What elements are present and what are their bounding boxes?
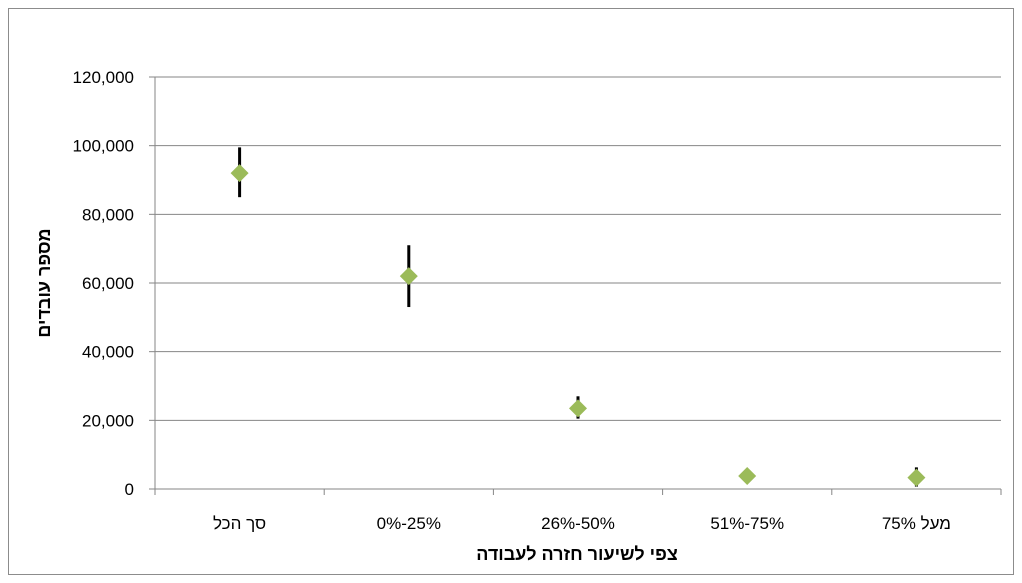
axes	[149, 76, 1002, 495]
error-bars	[238, 147, 918, 487]
data-points	[230, 164, 926, 487]
y-axis-title: מספר עובדים	[34, 228, 54, 337]
x-tick-label: 75%-51%	[710, 514, 784, 533]
data-point-diamond	[230, 164, 249, 183]
x-axis-title: צפי לשיעור חזרה לעבודה	[476, 544, 678, 564]
x-tick-label: סך הכל	[213, 514, 266, 533]
x-axis-tick-labels: סך הכל 25%-0% 50%-26% 75%-51% מעל 75%	[213, 514, 951, 533]
data-point-diamond	[569, 399, 587, 418]
y-tick-label: 40,000	[82, 343, 134, 362]
y-tick-label: 100,000	[73, 137, 134, 156]
y-tick-label: 0	[125, 480, 134, 499]
data-point-diamond	[907, 468, 926, 487]
y-tick-label: 120,000	[73, 68, 134, 87]
x-tick-label: 50%-26%	[541, 514, 615, 533]
y-axis-tick-labels: 0 20,000 40,000 60,000 80,000 100,000 120,000	[73, 68, 134, 499]
y-tick-label: 80,000	[82, 205, 134, 224]
x-tick-label: 25%-0%	[377, 514, 441, 533]
gridlines	[155, 76, 1001, 421]
data-point-diamond	[738, 466, 757, 485]
chart-frame	[8, 8, 1014, 575]
y-tick-label: 60,000	[82, 274, 134, 293]
data-point-diamond	[399, 267, 418, 286]
y-tick-label: 20,000	[82, 411, 134, 430]
x-tick-label: מעל 75%	[882, 514, 951, 533]
